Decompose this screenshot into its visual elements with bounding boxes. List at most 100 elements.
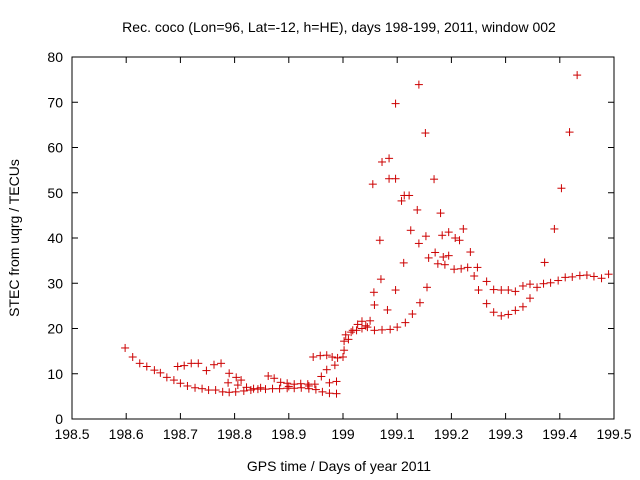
data-point [231,387,240,396]
data-point [183,381,192,390]
data-point [333,353,342,362]
data-point [135,359,144,368]
data-point [557,184,566,193]
x-tick-label: 198.5 [54,426,89,442]
x-tick-label: 199.2 [434,426,469,442]
data-point [283,379,292,388]
data-point [347,328,356,337]
data-point [466,248,475,257]
data-point [565,128,574,137]
y-tick-label: 50 [47,185,63,201]
data-point [376,275,385,284]
y-tick-label: 0 [55,411,63,427]
x-tick-label: 199.5 [596,426,631,442]
data-point [318,387,327,396]
data-point [473,263,482,272]
data-point [423,283,432,292]
data-point [444,251,453,260]
data-point [317,372,326,381]
data-point [554,276,563,285]
data-point [431,248,440,257]
data-point [440,260,449,269]
data-point [180,361,189,370]
data-point [270,374,279,383]
data-point [311,385,320,394]
chart-title: Rec. coco (Lon=96, Lat=-12, h=HE), days … [122,19,556,35]
data-point [369,288,378,297]
data-point [173,362,182,371]
data-point [573,71,582,80]
data-point [457,264,466,273]
data-point [353,320,362,329]
data-point [391,174,400,183]
data-point [128,353,137,362]
data-point [191,383,200,392]
data-point [297,383,306,392]
data-point [378,157,387,166]
data-points [121,71,613,398]
data-point [176,379,185,388]
data-point [459,224,468,233]
data-point [401,318,410,327]
data-point [370,300,379,309]
data-point [194,359,203,368]
data-point [322,351,331,360]
data-point [504,286,513,295]
data-point [142,362,151,371]
data-point [332,389,341,398]
data-point [276,378,285,387]
data-point [383,305,392,314]
data-point [604,270,613,279]
x-tick-label: 199.3 [488,426,523,442]
data-point [436,209,445,218]
y-tick-label: 10 [47,366,63,382]
data-point [546,278,555,287]
data-point [187,359,196,368]
data-point [589,272,598,281]
data-point [597,274,606,283]
data-point [304,381,313,390]
data-point [482,277,491,286]
data-point [340,346,349,355]
data-point [256,383,265,392]
data-point [328,353,337,362]
data-point [121,343,130,352]
data-point [525,280,534,289]
data-point [310,380,319,389]
data-point [463,263,472,272]
data-point [439,253,448,262]
data-point [233,381,242,390]
data-point [202,366,211,375]
data-point [344,335,353,344]
data-point [348,326,357,335]
data-point [399,258,408,267]
data-point [474,286,483,295]
x-tick-label: 198.8 [217,426,252,442]
data-point [162,373,171,382]
data-point [284,382,293,391]
data-point [451,234,460,242]
data-point [368,180,377,189]
data-point [539,279,548,288]
y-tick-label: 20 [47,321,63,337]
data-point [391,99,400,108]
x-tick-label: 198.9 [271,426,306,442]
data-point [325,389,334,398]
data-point [414,239,423,248]
y-tick-label: 60 [47,140,63,156]
data-point [339,353,347,362]
data-point [275,384,284,393]
data-point [363,323,372,332]
data-point [470,272,479,281]
data-point [341,330,350,339]
data-point [232,373,241,382]
data-point [340,337,349,346]
data-point [540,258,549,267]
data-point [533,283,542,292]
axis-ticks [71,56,615,420]
x-tick-label: 199.1 [380,426,415,442]
data-point [391,286,400,295]
data-point [489,285,498,294]
data-point [525,294,534,303]
